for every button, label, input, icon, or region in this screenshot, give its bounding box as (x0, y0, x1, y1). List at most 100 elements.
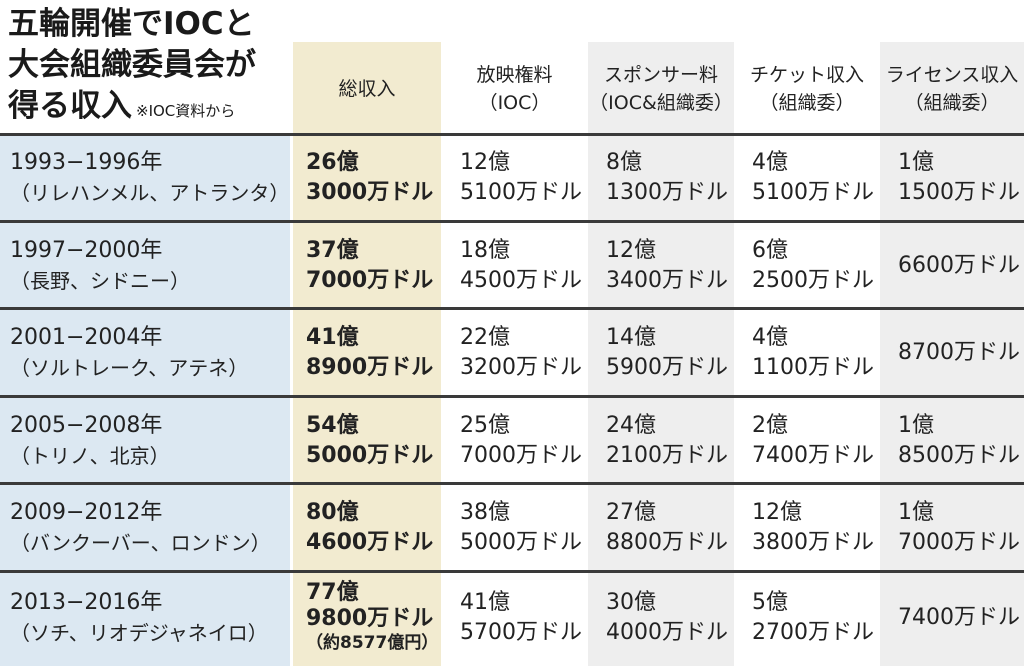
value-man: 7400万ドル (898, 605, 1020, 630)
sponsor-column-bg (588, 42, 734, 666)
period-years: 2005−2008年 (10, 413, 163, 438)
value-oku: 12億 (606, 238, 656, 263)
total-man: 9800万ドル (306, 606, 434, 631)
value-oku: 12億 (752, 500, 802, 525)
value-oku: 30億 (606, 590, 656, 615)
value-oku: 14億 (606, 325, 656, 350)
value-man: 4500万ドル (460, 268, 582, 293)
row-2-broadcast: 18億 4500万ドル (460, 236, 582, 296)
value-oku: 12億 (460, 150, 510, 175)
period-years: 2001−2004年 (10, 325, 163, 350)
row-1-total: 26億 3000万ドル (306, 148, 433, 208)
period-years: 2013−2016年 (10, 590, 163, 615)
value-man: 2100万ドル (606, 443, 728, 468)
header-divider (0, 133, 1024, 136)
row-2-license: 6600万ドル (898, 236, 1020, 296)
row-5-total: 80億 4600万ドル (306, 498, 433, 558)
row-2-ticket: 6億 2500万ドル (752, 236, 874, 296)
period-column-bg (0, 135, 290, 666)
total-oku: 54億 (306, 413, 359, 438)
value-oku: 6億 (752, 238, 788, 263)
row-6-total: 77億 9800万ドル （約8577億円） (306, 580, 438, 654)
host-cities: （ソチ、リオデジャネイロ） (10, 621, 268, 645)
header-sponsor-line1: スポンサー料 (603, 64, 718, 86)
total-oku: 37億 (306, 238, 359, 263)
row-4-period: 2005−2008年 （トリノ、北京） (10, 411, 170, 471)
row-6-license: 7400万ドル (898, 588, 1020, 648)
row-2-period: 1997−2000年 （長野、シドニー） (10, 236, 190, 296)
row-divider (0, 482, 1024, 485)
value-man: 5000万ドル (460, 530, 582, 555)
row-5-ticket: 12億 3800万ドル (752, 498, 874, 558)
row-1-sponsor: 8億 1300万ドル (606, 148, 728, 208)
value-man: 8700万ドル (898, 340, 1020, 365)
header-broadcast-line2: （IOC） (478, 92, 551, 114)
value-man: 6600万ドル (898, 253, 1020, 278)
value-oku: 38億 (460, 500, 510, 525)
header-ticket: チケット収入 （組織委） (734, 54, 880, 124)
value-man: 3800万ドル (752, 530, 874, 555)
value-man: 7000万ドル (460, 443, 582, 468)
header-license-line2: （組織委） (904, 92, 1000, 114)
value-oku: 24億 (606, 413, 656, 438)
total-yen: （約8577億円） (306, 633, 439, 653)
row-6-broadcast: 41億 5700万ドル (460, 588, 582, 648)
header-total-label: 総収入 (338, 78, 396, 100)
value-man: 5700万ドル (460, 620, 582, 645)
source-note: ※IOC資料から (136, 102, 236, 120)
row-1-broadcast: 12億 5100万ドル (460, 148, 582, 208)
row-4-broadcast: 25億 7000万ドル (460, 411, 582, 471)
value-oku: 4億 (752, 325, 788, 350)
value-man: 7400万ドル (752, 443, 874, 468)
total-man: 4600万ドル (306, 530, 434, 555)
host-cities: （リレハンメル、アトランタ） (10, 181, 290, 205)
row-5-broadcast: 38億 5000万ドル (460, 498, 582, 558)
header-total: 総収入 (293, 54, 441, 124)
row-5-sponsor: 27億 8800万ドル (606, 498, 728, 558)
header-broadcast-line1: 放映権料 (476, 64, 553, 86)
total-man: 3000万ドル (306, 180, 434, 205)
value-oku: 27億 (606, 500, 656, 525)
value-oku: 8億 (606, 150, 642, 175)
row-divider (0, 395, 1024, 398)
value-man: 5100万ドル (752, 180, 874, 205)
row-divider (0, 220, 1024, 223)
row-4-license: 1億 8500万ドル (898, 411, 1020, 471)
period-years: 1993−1996年 (10, 150, 163, 175)
row-4-sponsor: 24億 2100万ドル (606, 411, 728, 471)
period-years: 1997−2000年 (10, 238, 163, 263)
header-broadcast: 放映権料 （IOC） (441, 54, 588, 124)
row-3-sponsor: 14億 5900万ドル (606, 323, 728, 383)
value-oku: 1億 (898, 150, 934, 175)
total-man: 8900万ドル (306, 355, 434, 380)
row-5-license: 1億 7000万ドル (898, 498, 1020, 558)
value-oku: 18億 (460, 238, 510, 263)
value-man: 8500万ドル (898, 443, 1020, 468)
row-2-total: 37億 7000万ドル (306, 236, 433, 296)
total-oku: 41億 (306, 325, 359, 350)
total-oku: 80億 (306, 500, 359, 525)
table-title: 五輪開催でIOCと 大会組織委員会が 得る収入 ※IOC資料から (8, 4, 293, 132)
total-oku: 77億 (306, 580, 359, 605)
value-man: 2700万ドル (752, 620, 874, 645)
value-man: 5900万ドル (606, 355, 728, 380)
value-man: 7000万ドル (898, 530, 1020, 555)
value-oku: 25億 (460, 413, 510, 438)
row-1-license: 1億 1500万ドル (898, 148, 1020, 208)
value-man: 1500万ドル (898, 180, 1020, 205)
total-man: 7000万ドル (306, 268, 434, 293)
title-line-3: 得る収入 (8, 88, 132, 124)
host-cities: （長野、シドニー） (10, 269, 190, 293)
total-man: 5000万ドル (306, 443, 434, 468)
title-line-3-wrap: 得る収入 ※IOC資料から (8, 86, 293, 132)
value-oku: 1億 (898, 500, 934, 525)
value-man: 3200万ドル (460, 355, 582, 380)
value-oku: 1億 (898, 413, 934, 438)
row-3-period: 2001−2004年 （ソルトレーク、アテネ） (10, 323, 248, 383)
value-man: 8800万ドル (606, 530, 728, 555)
row-3-ticket: 4億 1100万ドル (752, 323, 874, 383)
license-column-bg (880, 42, 1024, 666)
value-man: 5100万ドル (460, 180, 582, 205)
row-3-license: 8700万ドル (898, 323, 1020, 383)
